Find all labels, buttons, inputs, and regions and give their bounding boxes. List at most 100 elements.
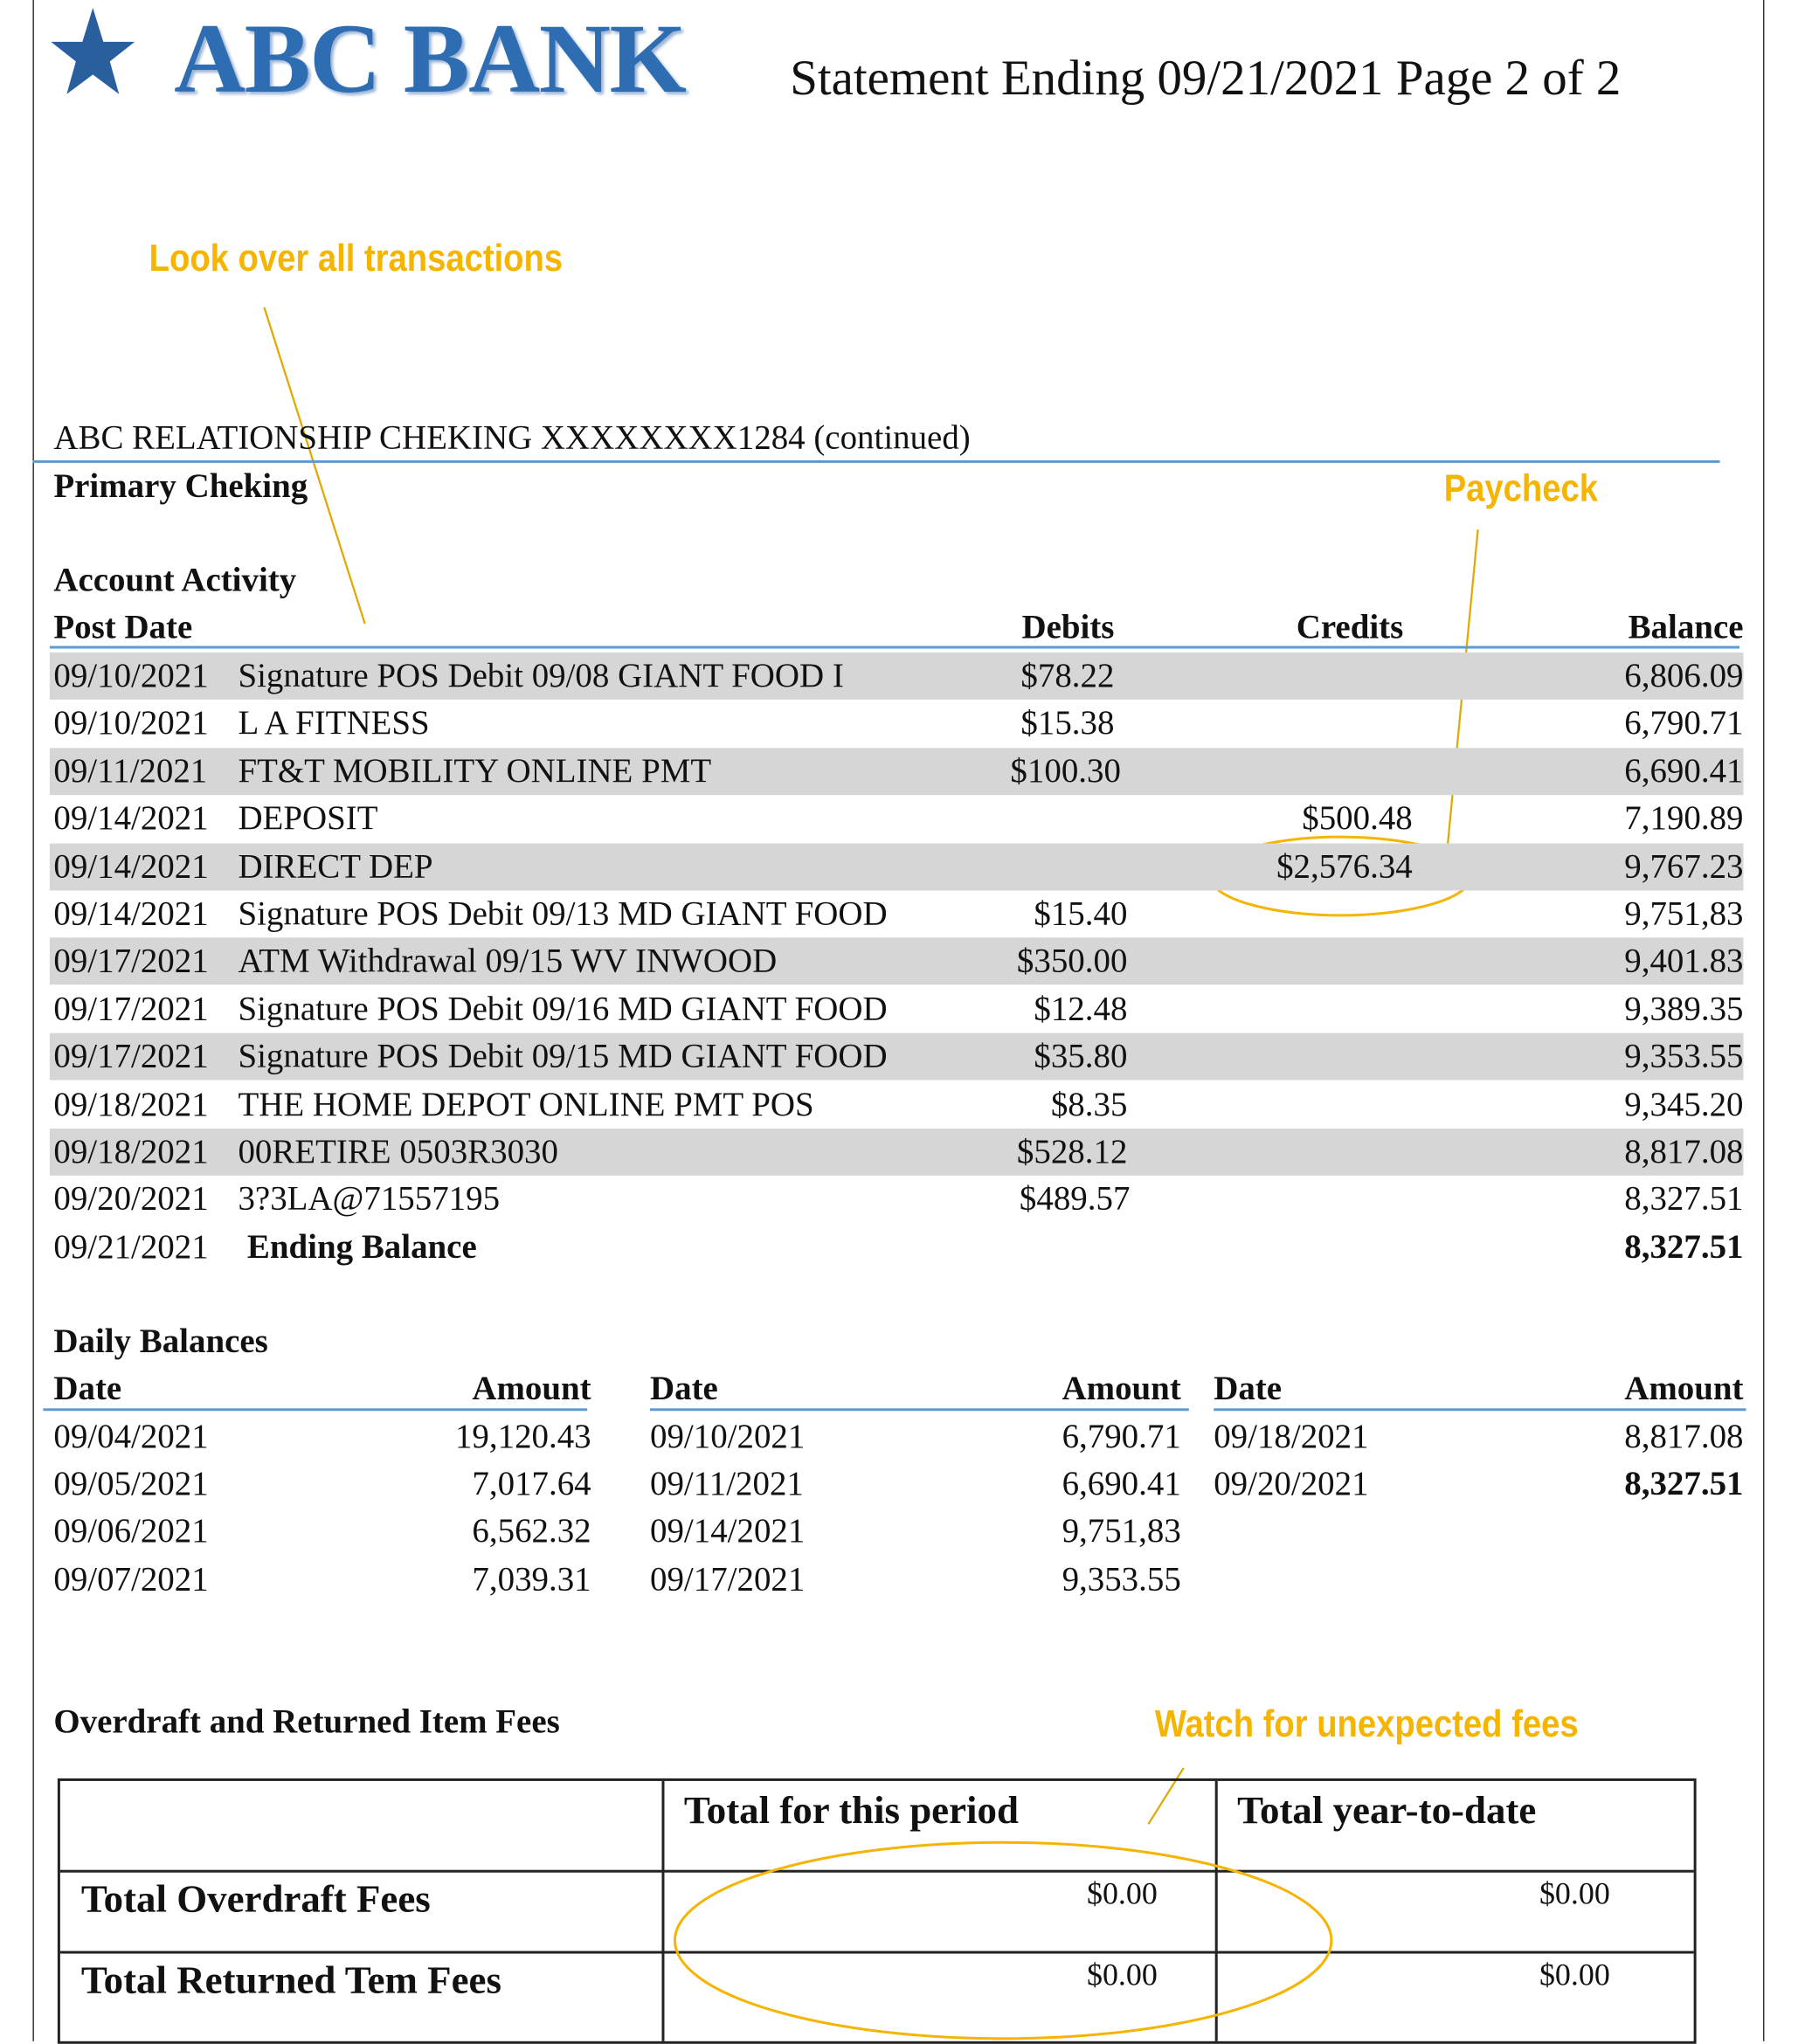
row-credit: $500.48 <box>1302 798 1413 838</box>
row-description: ATM Withdrawal 09/15 WV INWOOD <box>238 942 778 980</box>
row-description: DEPOSIT <box>238 798 378 838</box>
row-balance: 8,817.08 <box>1624 1132 1744 1170</box>
fees-row-ytd: $0.00 <box>1539 1877 1610 1912</box>
daily-date-header: Date <box>650 1369 718 1407</box>
fees-row-period: $0.00 <box>1087 1958 1158 1993</box>
row-date: 09/18/2021 <box>53 1084 209 1123</box>
daily-amount: 6,562.32 <box>472 1512 591 1550</box>
header-balance: Balance <box>1628 608 1744 646</box>
daily-amount-header: Amount <box>1062 1369 1181 1407</box>
daily-date: 09/10/2021 <box>650 1417 806 1456</box>
daily-amount: 9,353.55 <box>1062 1559 1181 1598</box>
fees-col-ytd: Total year-to-date <box>1237 1788 1537 1833</box>
transactions-pointer <box>263 307 366 625</box>
bank-logo: ABC BANK <box>174 3 687 114</box>
daily-date-header: Date <box>53 1369 122 1407</box>
fees-title: Overdraft and Returned Item Fees <box>53 1702 560 1741</box>
row-date: 09/17/2021 <box>53 989 209 1028</box>
table-row: 09/18/2021 THE HOME DEPOT ONLINE PMT POS… <box>50 1081 1744 1128</box>
table-row: 09/17/2021 ATM Withdrawal 09/15 WV INWOO… <box>49 937 1744 985</box>
row-debit: $15.40 <box>1034 894 1128 933</box>
statement-heading: Statement Ending 09/21/2021 Page 2 of 2 <box>790 51 1622 107</box>
row-description: Signature POS Debit 09/13 MD GIANT FOOD <box>238 894 888 933</box>
row-date: 09/14/2021 <box>53 894 209 933</box>
daily-date-header: Date <box>1214 1369 1283 1407</box>
header-rule <box>49 646 1740 649</box>
account-subtitle: Primary Cheking <box>53 466 308 505</box>
row-date: 09/10/2021 <box>53 703 209 742</box>
row-debit: $489.57 <box>1019 1179 1131 1219</box>
page-border-right <box>1762 0 1765 2041</box>
row-debit: $78.22 <box>1020 656 1115 694</box>
row-description: 00RETIRE 0503R3030 <box>238 1132 558 1170</box>
daily-date: 09/18/2021 <box>1214 1417 1369 1456</box>
table-row: 09/14/2021 Signature POS Debit 09/13 MD … <box>50 890 1744 937</box>
daily-amount: 7,017.64 <box>472 1464 591 1503</box>
row-date: 09/20/2021 <box>53 1179 209 1219</box>
table-row: 09/17/2021 Signature POS Debit 09/15 MD … <box>49 1032 1744 1081</box>
table-row: 09/11/2021 FT&T MOBILITY ONLINE PMT $100… <box>49 747 1744 795</box>
header-debits: Debits <box>1021 608 1115 646</box>
daily-amount-header: Amount <box>472 1369 591 1407</box>
row-date: 09/18/2021 <box>53 1132 209 1170</box>
daily-date: 09/20/2021 <box>1214 1464 1369 1503</box>
row-balance: 9,767.23 <box>1624 846 1744 885</box>
activity-title: Account Activity <box>53 561 297 599</box>
row-balance: 7,190.89 <box>1624 798 1744 838</box>
row-date: 09/14/2021 <box>53 846 209 885</box>
daily-amount: 9,751,83 <box>1062 1512 1181 1550</box>
row-balance: 6,806.09 <box>1624 656 1744 694</box>
daily-title: Daily Balances <box>53 1322 268 1360</box>
ending-label: Ending Balance <box>246 1227 477 1266</box>
row-debit: $35.80 <box>1034 1037 1128 1075</box>
ending-balance: 8,327.51 <box>1624 1227 1744 1266</box>
fees-row-label: Total Returned Tem Fees <box>80 1958 501 2002</box>
daily-amount: 8,327.51 <box>1624 1464 1744 1503</box>
daily-date: 09/04/2021 <box>53 1417 209 1456</box>
daily-amount: 6,690.41 <box>1062 1464 1181 1503</box>
row-debit: $12.48 <box>1034 989 1128 1028</box>
annotation-transactions: Look over all transactions <box>149 238 564 280</box>
row-description: L A FITNESS <box>238 703 430 742</box>
row-description: THE HOME DEPOT ONLINE PMT POS <box>238 1084 814 1123</box>
row-debit: $528.12 <box>1016 1132 1128 1170</box>
table-row: 09/10/2021 Signature POS Debit 09/08 GIA… <box>49 653 1744 700</box>
row-balance: 9,353.55 <box>1624 1037 1744 1075</box>
row-credit: $2,576.34 <box>1276 846 1413 885</box>
daily-date: 09/07/2021 <box>53 1559 209 1598</box>
row-date: 09/21/2021 <box>53 1227 209 1266</box>
table-row: 09/14/2021 DEPOSIT $500.48 7,190.89 <box>50 795 1744 842</box>
row-description: Signature POS Debit 09/15 MD GIANT FOOD <box>238 1037 888 1075</box>
annotation-paycheck: Paycheck <box>1443 467 1598 510</box>
row-balance: 6,790.71 <box>1624 703 1744 742</box>
row-debit: $8.35 <box>1050 1084 1128 1123</box>
row-balance: 6,690.41 <box>1624 751 1744 790</box>
row-date: 09/17/2021 <box>53 942 209 980</box>
header-post-date: Post Date <box>53 608 193 646</box>
fees-pointer <box>1147 1767 1185 1825</box>
fees-row-period: $0.00 <box>1087 1877 1158 1912</box>
row-date: 09/14/2021 <box>53 798 209 838</box>
row-balance: 9,401.83 <box>1624 942 1744 980</box>
divider <box>32 459 1720 463</box>
table-row: 09/17/2021 Signature POS Debit 09/16 MD … <box>50 985 1744 1032</box>
row-balance: 9,389.35 <box>1624 989 1744 1028</box>
page-border-left <box>32 0 34 2041</box>
row-debit: $15.38 <box>1020 703 1115 742</box>
row-date: 09/10/2021 <box>53 656 209 694</box>
fees-row-label: Total Overdraft Fees <box>80 1877 431 1922</box>
daily-rule <box>1214 1408 1746 1412</box>
fees-table: Total for this period Total year-to-date… <box>57 1778 1697 2044</box>
row-date: 09/11/2021 <box>53 751 208 790</box>
daily-date: 09/11/2021 <box>650 1464 804 1503</box>
header-credits: Credits <box>1296 608 1404 646</box>
daily-amount: 7,039.31 <box>472 1559 591 1598</box>
table-row: 09/20/2021 3?3LA@71557195 $489.57 8,327.… <box>50 1176 1744 1223</box>
star-icon <box>51 7 135 94</box>
row-balance: 8,327.51 <box>1624 1179 1744 1219</box>
row-date: 09/17/2021 <box>53 1037 209 1075</box>
row-description: 3?3LA@71557195 <box>238 1179 501 1219</box>
daily-amount: 19,120.43 <box>454 1417 591 1456</box>
daily-date: 09/17/2021 <box>650 1559 806 1598</box>
